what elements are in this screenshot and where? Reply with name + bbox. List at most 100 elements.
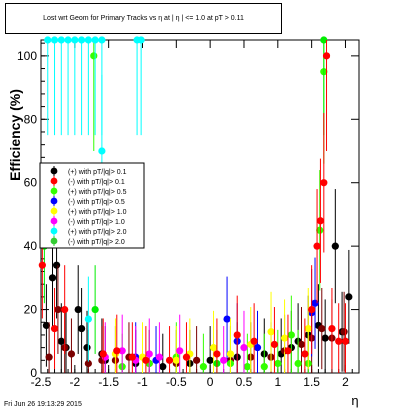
data-point	[199, 363, 207, 371]
data-point	[321, 334, 329, 342]
x-tick-label: -2.5	[31, 375, 52, 389]
data-point	[287, 331, 295, 339]
data-point	[83, 344, 91, 352]
data-point	[54, 305, 62, 314]
data-point	[77, 36, 86, 44]
x-tick-label: -1.5	[98, 375, 119, 389]
x-tick-label: -1	[137, 375, 148, 389]
data-point	[165, 356, 174, 364]
data-point	[45, 353, 53, 361]
legend-label: (+) with pT/|q|> 1.0	[68, 209, 127, 216]
data-point	[233, 331, 241, 339]
data-point	[57, 337, 65, 345]
x-tick-label: 1	[274, 375, 281, 389]
data-point	[331, 242, 339, 250]
data-point	[91, 36, 99, 44]
data-point	[91, 305, 99, 314]
legend-marker	[50, 237, 58, 245]
data-point	[209, 344, 218, 352]
data-point	[57, 36, 65, 44]
data-point	[44, 36, 52, 44]
data-point	[284, 347, 292, 355]
data-point	[128, 353, 136, 361]
data-point	[42, 321, 51, 330]
legend-label: (+) with pT/|q|> 0.5	[68, 189, 127, 196]
data-point	[206, 356, 214, 364]
data-point	[243, 363, 251, 371]
y-axis-label: Efficiency (%)	[7, 89, 23, 181]
legend-label: (-) with pT/|q|> 1.0	[68, 219, 125, 226]
y-tick-label: 20	[24, 303, 38, 317]
legend-label: (+) with pT/|q|> 2.0	[68, 229, 127, 236]
data-point	[98, 36, 106, 44]
data-point	[98, 147, 106, 155]
data-point	[316, 226, 324, 234]
data-point	[176, 347, 184, 355]
legend-marker	[50, 217, 58, 225]
data-point	[223, 315, 231, 323]
x-tick-label: -0.5	[166, 375, 187, 389]
data-point	[84, 315, 92, 323]
data-point	[267, 328, 275, 336]
data-point	[193, 356, 201, 364]
legend-marker	[50, 177, 58, 185]
y-tick-label: 60	[24, 176, 38, 190]
legend-marker	[50, 227, 58, 235]
data-point	[320, 179, 328, 187]
legend-marker	[50, 187, 58, 195]
data-point	[322, 52, 331, 60]
data-point	[320, 36, 328, 44]
data-point	[64, 36, 72, 44]
data-point	[213, 350, 221, 358]
data-point	[67, 350, 76, 358]
data-point	[335, 337, 343, 345]
y-tick-label: 100	[17, 49, 37, 63]
data-point	[145, 350, 153, 358]
data-point	[99, 350, 107, 358]
data-point	[155, 353, 164, 361]
x-tick-label: 0	[207, 375, 214, 389]
data-point	[328, 325, 336, 333]
x-axis-label: η	[351, 393, 358, 408]
data-point	[294, 359, 302, 368]
data-point	[316, 217, 325, 225]
legend-label: (+) with pT/|q|> 0.1	[68, 169, 127, 176]
data-point	[142, 356, 150, 364]
data-point	[341, 337, 350, 345]
legend-marker	[50, 197, 58, 205]
data-point	[38, 261, 46, 269]
data-point	[301, 350, 309, 358]
data-point	[250, 337, 258, 345]
y-tick-label: 0	[30, 366, 37, 380]
data-point	[77, 325, 86, 333]
data-point	[280, 334, 289, 342]
data-point	[240, 344, 248, 352]
timestamp-footer: Fri Jun 26 19:13:29 2015	[4, 401, 82, 408]
x-tick-label: 2	[342, 375, 349, 389]
chart-title: Lost wrt Geom for Primary Tracks vs η at…	[43, 15, 244, 22]
data-point	[50, 36, 59, 44]
data-point	[182, 353, 191, 361]
x-tick-label: -2	[69, 375, 80, 389]
y-tick-label: 40	[24, 239, 38, 253]
data-point	[345, 293, 353, 301]
data-point	[90, 52, 98, 60]
data-point	[74, 305, 82, 314]
data-point	[313, 242, 321, 250]
legend-box	[39, 162, 145, 249]
data-point	[304, 325, 312, 333]
data-point	[118, 347, 126, 355]
y-tick-label: 80	[24, 112, 38, 126]
data-point	[48, 274, 57, 282]
legend-marker	[50, 207, 58, 215]
data-point	[137, 36, 145, 44]
data-point	[84, 36, 92, 44]
x-tick-label: 1.5	[303, 375, 320, 389]
data-point	[226, 350, 235, 358]
legend-marker	[50, 167, 58, 175]
x-tick-label: 0.5	[236, 375, 253, 389]
data-point	[308, 305, 316, 314]
data-point	[260, 363, 268, 371]
data-point	[71, 36, 79, 44]
